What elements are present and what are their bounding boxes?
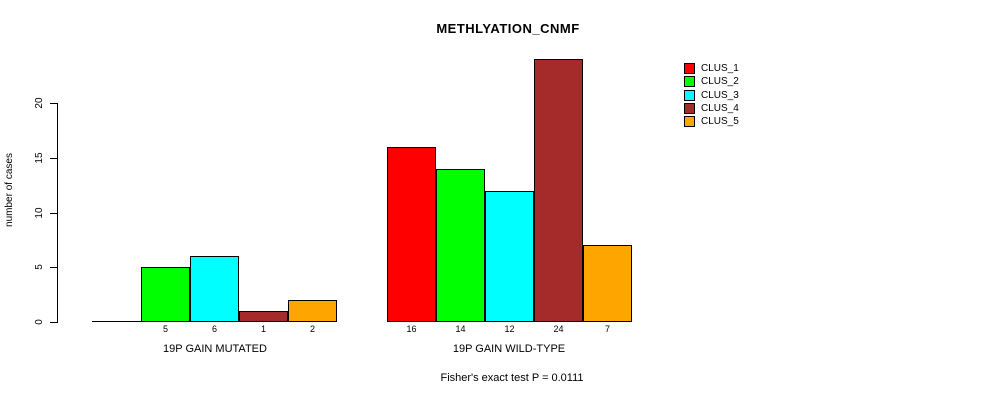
legend-label-clus_5: CLUS_5 [701,116,739,127]
y-tick-mark [50,322,57,323]
bar-value-label: 1 [260,324,266,334]
y-axis-line [57,103,58,323]
y-tick-label: 10 [34,207,45,219]
bar-clus_1 [92,321,141,322]
y-tick-mark [50,158,57,159]
y-tick-label: 15 [34,152,45,164]
legend-label-clus_1: CLUS_1 [701,63,739,74]
bar-value-label: 2 [309,324,315,334]
legend-swatch-clus_1 [684,63,695,74]
bar-clus_2 [436,169,485,322]
bar-value-label: 5 [162,324,168,334]
bar-value-label: 7 [604,324,610,334]
bar-clus_3 [485,191,534,322]
y-tick-mark [50,213,57,214]
bar-clus_1 [387,147,436,322]
legend-swatch-clus_2 [684,76,695,87]
group-label-wild-type: 19P GAIN WILD-TYPE [452,343,566,355]
bar-value-label: 12 [504,324,515,334]
chart-title: METHLYATION_CNMF [436,21,580,36]
bar-clus_3 [190,256,239,322]
legend-label-clus_3: CLUS_3 [701,90,739,101]
legend-swatch-clus_5 [684,116,695,127]
legend-swatch-clus_3 [684,90,695,101]
bar-value-label: 6 [211,324,217,334]
bar-clus_5 [288,300,337,322]
legend-label-clus_2: CLUS_2 [701,76,739,87]
y-axis-label: number of cases [4,153,15,227]
bar-clus_5 [583,245,632,322]
y-tick-label: 5 [34,264,45,270]
bar-clus_2 [141,267,190,322]
legend-swatch-clus_4 [684,103,695,114]
legend-label-clus_4: CLUS_4 [701,103,739,114]
bar-value-label: 24 [553,324,564,334]
group-label-mutated: 19P GAIN MUTATED [163,343,267,355]
bar-clus_4 [534,59,583,322]
y-tick-label: 0 [34,319,45,325]
y-tick-mark [50,267,57,268]
bar-clus_4 [239,311,288,322]
fisher-test-annotation: Fisher's exact test P = 0.0111 [440,372,584,384]
bar-value-label: 16 [406,324,417,334]
bar-value-label: 14 [455,324,466,334]
y-tick-label: 20 [34,97,45,109]
y-tick-mark [50,103,57,104]
